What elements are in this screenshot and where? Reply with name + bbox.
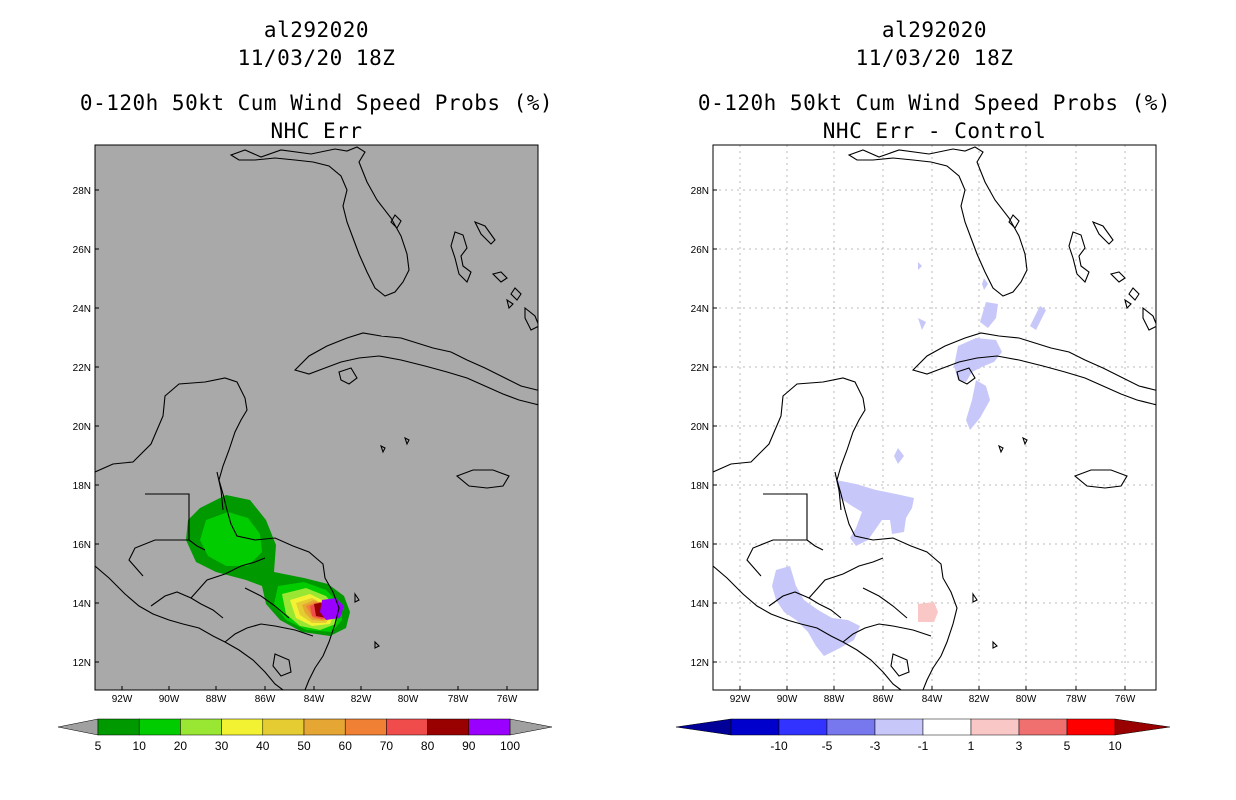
colorbar-label: -10 bbox=[770, 739, 788, 753]
colorbar-swatch bbox=[386, 718, 428, 736]
lon-label: 80W bbox=[398, 694, 419, 705]
colorbar-label: 100 bbox=[500, 739, 520, 753]
left-map-panel: 28N 26N 24N 22N 20N 18N 16N 14N 12N 92W 90W 88W 86W 8… bbox=[73, 144, 539, 705]
lat-label: 26N bbox=[691, 245, 709, 256]
right-map-frame bbox=[712, 144, 1157, 691]
lon-label: 82W bbox=[351, 694, 372, 705]
lat-label: 20N bbox=[691, 422, 709, 433]
right-product-title: 0-120h 50kt Cum Wind Speed Probs (%) bbox=[697, 91, 1172, 115]
right-datetime: 11/03/20 18Z bbox=[855, 46, 1014, 70]
colorbar-swatch bbox=[1066, 718, 1116, 736]
prob-shade-90 bbox=[320, 598, 344, 620]
lat-label: 24N bbox=[691, 304, 709, 315]
colorbar-swatch bbox=[1018, 718, 1068, 736]
colorbar-swatch bbox=[303, 718, 346, 736]
colorbar-swatch bbox=[344, 718, 387, 736]
lon-label: 84W bbox=[922, 694, 943, 705]
colorbar-swatch bbox=[874, 718, 924, 736]
colorbar-label: -5 bbox=[822, 739, 833, 753]
lat-label: 22N bbox=[691, 363, 709, 374]
lon-label: 90W bbox=[159, 694, 180, 705]
left-subtitle: NHC Err bbox=[270, 119, 363, 143]
lat-label: 22N bbox=[73, 363, 91, 374]
colorbar-swatch bbox=[778, 718, 828, 736]
right-gridlines bbox=[713, 145, 1156, 690]
colorbar-low-arrow bbox=[57, 718, 99, 736]
colorbar-label: 1 bbox=[968, 739, 975, 753]
colorbar-label: 90 bbox=[462, 739, 476, 753]
colorbar-label: 3 bbox=[1016, 739, 1023, 753]
colorbar-swatch bbox=[970, 718, 1020, 736]
colorbar-label: 5 bbox=[95, 739, 102, 753]
colorbar-label: -3 bbox=[870, 739, 881, 753]
lon-label: 82W bbox=[969, 694, 990, 705]
lat-label: 12N bbox=[73, 658, 91, 669]
colorbar-high-arrow bbox=[509, 718, 553, 736]
lat-label: 16N bbox=[73, 540, 91, 551]
lon-label: 76W bbox=[497, 694, 518, 705]
left-datetime: 11/03/20 18Z bbox=[237, 46, 396, 70]
prob-shade-10 bbox=[200, 512, 262, 566]
left-colorbar: 5 10 20 30 40 50 60 70 80 90 100 bbox=[57, 718, 553, 753]
lon-label: 90W bbox=[777, 694, 798, 705]
colorbar-swatch bbox=[180, 718, 222, 736]
colorbar-label: 10 bbox=[1108, 739, 1122, 753]
right-storm-id: al292020 bbox=[881, 18, 988, 42]
lon-label: 78W bbox=[1066, 694, 1087, 705]
colorbar-swatch bbox=[826, 718, 876, 736]
lat-label: 26N bbox=[73, 245, 91, 256]
lon-label: 84W bbox=[304, 694, 325, 705]
colorbar-label: -1 bbox=[918, 739, 929, 753]
colorbar-label: 20 bbox=[174, 739, 188, 753]
colorbar-low-arrow bbox=[675, 718, 732, 736]
lon-label: 86W bbox=[873, 694, 894, 705]
colorbar-high-arrow bbox=[1114, 718, 1171, 736]
colorbar-swatch bbox=[97, 718, 140, 736]
lat-label: 18N bbox=[73, 481, 91, 492]
lon-label: 86W bbox=[255, 694, 276, 705]
colorbar-swatch bbox=[730, 718, 780, 736]
colorbar-swatch bbox=[468, 718, 511, 736]
colorbar-swatch bbox=[221, 718, 264, 736]
lat-label: 28N bbox=[691, 186, 709, 197]
lon-label: 88W bbox=[206, 694, 227, 705]
right-axis-labels: 28N 26N 24N 22N 20N 18N 16N 14N 12N 92W 90W 88W 86W 8… bbox=[691, 186, 1136, 705]
right-difference-shading bbox=[772, 262, 1046, 656]
lon-label: 80W bbox=[1016, 694, 1037, 705]
lat-label: 14N bbox=[691, 599, 709, 610]
left-product-title: 0-120h 50kt Cum Wind Speed Probs (%) bbox=[79, 91, 554, 115]
lon-label: 76W bbox=[1115, 694, 1136, 705]
lat-label: 24N bbox=[73, 304, 91, 315]
lat-label: 16N bbox=[691, 540, 709, 551]
right-colorbar: -10 -5 -3 -1 1 3 5 10 bbox=[675, 718, 1171, 753]
colorbar-swatch bbox=[262, 718, 305, 736]
colorbar-label: 60 bbox=[339, 739, 353, 753]
lon-label: 92W bbox=[730, 694, 751, 705]
lat-label: 28N bbox=[73, 186, 91, 197]
lon-label: 92W bbox=[112, 694, 133, 705]
lat-label: 14N bbox=[73, 599, 91, 610]
colorbar-swatch bbox=[427, 718, 470, 736]
colorbar-swatch bbox=[138, 718, 181, 736]
colorbar-label: 30 bbox=[215, 739, 229, 753]
colorbar-label: 70 bbox=[380, 739, 394, 753]
colorbar-label: 80 bbox=[421, 739, 435, 753]
right-subtitle: NHC Err - Control bbox=[822, 119, 1047, 143]
lon-label: 88W bbox=[824, 694, 845, 705]
lat-label: 12N bbox=[691, 658, 709, 669]
colorbar-label: 40 bbox=[256, 739, 270, 753]
lon-label: 78W bbox=[448, 694, 469, 705]
lat-label: 18N bbox=[691, 481, 709, 492]
left-probability-shading bbox=[95, 146, 538, 690]
right-map-panel: 28N 26N 24N 22N 20N 18N 16N 14N 12N 92W 90W 88W 86W 8… bbox=[691, 144, 1157, 705]
left-storm-id: al292020 bbox=[263, 18, 370, 42]
lat-label: 20N bbox=[73, 422, 91, 433]
colorbar-label: 5 bbox=[1064, 739, 1071, 753]
colorbar-label: 10 bbox=[133, 739, 147, 753]
left-map-frame bbox=[94, 144, 539, 691]
colorbar-label: 50 bbox=[297, 739, 311, 753]
left-axis-labels: 28N 26N 24N 22N 20N 18N 16N 14N 12N 92W 90W 88W 86W 8… bbox=[73, 186, 518, 705]
colorbar-swatch bbox=[922, 718, 972, 736]
